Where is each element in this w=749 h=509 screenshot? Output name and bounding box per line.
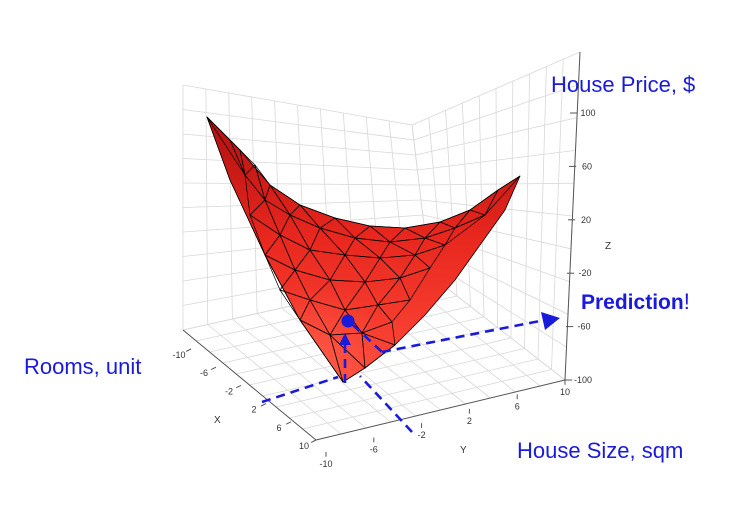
mesh-facet xyxy=(484,175,521,216)
surface-shine xyxy=(265,255,395,382)
z-tick-label: 20 xyxy=(581,215,591,225)
x-tick-label: -6 xyxy=(200,368,208,378)
z-guide-arrowhead xyxy=(339,333,351,345)
surface-mesh xyxy=(206,116,521,383)
y-axis-line xyxy=(315,379,566,441)
wall-grid-line xyxy=(417,150,576,171)
x-tick-label: 2 xyxy=(251,405,256,415)
wall-grid-line xyxy=(411,51,581,126)
y-tick-label: 10 xyxy=(560,387,570,397)
floor-grid-line xyxy=(302,369,552,430)
wall-grid-line xyxy=(510,81,514,339)
x-tick-label: -10 xyxy=(172,350,185,360)
y-tick-label: -6 xyxy=(370,445,378,455)
wall-grid-line xyxy=(537,66,547,360)
wall-grid-line xyxy=(413,84,579,141)
z-tick-label: 60 xyxy=(582,161,592,171)
x-tick xyxy=(310,439,317,443)
x-tick xyxy=(260,403,267,407)
floor-grid-line xyxy=(276,348,525,408)
wall-grid-line xyxy=(524,73,530,349)
x-tick-labels: -10 -6 -2 2 6 10 xyxy=(172,348,317,451)
y-name-annotation: House Size, sqm xyxy=(517,438,683,463)
wall-grid-line xyxy=(182,84,413,126)
x-axis-line xyxy=(182,329,317,441)
prediction-arrowhead xyxy=(541,312,560,330)
price-guide-line-a xyxy=(352,324,383,353)
y-tick-label: -10 xyxy=(319,459,332,469)
y-tick-label: -2 xyxy=(418,430,426,440)
floor-grid-line xyxy=(289,358,539,419)
x-tick-label: 10 xyxy=(299,441,309,451)
z-axis-line xyxy=(564,51,581,381)
y-tick-label: 6 xyxy=(515,401,520,411)
mesh-facet xyxy=(329,333,366,383)
y-tick-label: 2 xyxy=(467,416,472,426)
z-tick-label: -100 xyxy=(574,375,592,385)
x-tick-label: 6 xyxy=(276,423,281,433)
y-tick-labels: -10 -6 -2 2 6 10 xyxy=(319,380,570,469)
z-tick-label: 100 xyxy=(580,108,595,118)
z-tick-labels: 100 60 20 -20 -60 -100 xyxy=(565,108,596,385)
z-tick-label: -20 xyxy=(578,268,591,278)
wall-grid-line xyxy=(182,158,418,171)
z-tick-label: -60 xyxy=(577,322,590,332)
wall-grid-line xyxy=(419,182,575,186)
x-tick xyxy=(235,384,242,389)
x-axis-label: X xyxy=(214,415,221,426)
wall-grid-line xyxy=(415,117,578,156)
mesh-facet xyxy=(361,332,396,369)
x-guide-line xyxy=(261,375,339,404)
x-tick xyxy=(185,348,192,352)
z-name-annotation: House Price, $ xyxy=(551,72,695,97)
x-tick xyxy=(210,366,217,371)
z-axis-label: Z xyxy=(605,241,611,252)
prediction-annotation xyxy=(261,318,546,433)
prediction-point xyxy=(341,314,355,328)
x-tick xyxy=(285,421,292,425)
wall-grid-line xyxy=(182,109,414,141)
price-guide-line-b xyxy=(381,318,546,354)
y-axis-label: Y xyxy=(460,445,467,456)
floor-grid-line xyxy=(262,337,512,397)
y-guide-line xyxy=(359,375,413,433)
prediction-label-bold: Prediction xyxy=(581,291,684,314)
mesh-facet xyxy=(444,214,486,246)
wall-grid-line xyxy=(182,182,420,186)
x-tick-label: -2 xyxy=(225,386,233,396)
wall-grid-line xyxy=(182,199,422,208)
prediction-label-suffix: ! xyxy=(684,289,690,314)
x-name-annotation: Rooms, unit xyxy=(24,354,141,379)
price-surface xyxy=(206,116,521,383)
prediction-label: Prediction! xyxy=(581,289,690,314)
